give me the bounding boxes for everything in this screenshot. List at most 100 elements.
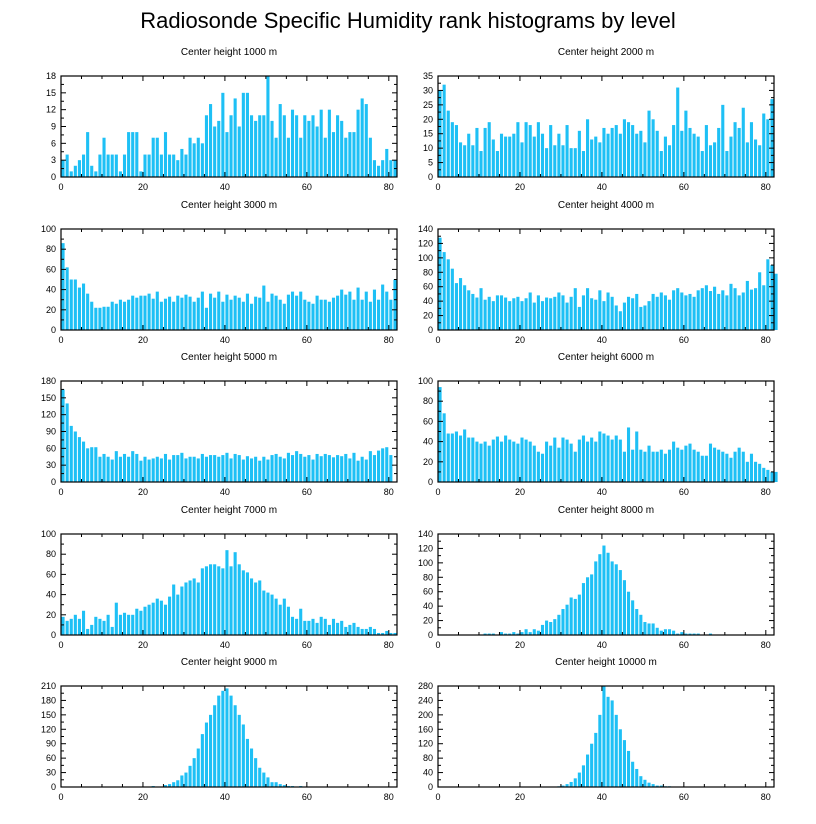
panel-7-bar (377, 632, 381, 635)
panel-1-bar (368, 137, 372, 177)
panel-2-bar (676, 87, 680, 177)
panel-6-bar (536, 451, 540, 482)
panel-8-xtick-label: 60 (679, 640, 689, 650)
panel-2-bar (545, 148, 549, 177)
panel-1-bar (209, 104, 213, 177)
panel-5-bar (295, 451, 299, 482)
panel-6-bar (549, 445, 553, 482)
panel-1-xtick-label: 80 (384, 182, 394, 192)
panel-5-bar (245, 456, 249, 482)
panel-6-bar (471, 437, 475, 482)
panel-2-bar (758, 145, 762, 177)
panel-5-bar (118, 456, 122, 482)
panel-2-bar (532, 136, 536, 177)
panel-1-bar (192, 143, 196, 177)
panel-3-bar (159, 301, 163, 330)
panel-8-bar (618, 570, 622, 635)
panel-2-bar (733, 122, 737, 177)
panel-3-bar (315, 295, 319, 330)
panel-6-bar (458, 435, 463, 482)
panel-2-xtick-label: 80 (761, 182, 771, 192)
panel-9-bar (168, 784, 172, 787)
panel-10-ytick-label: 0 (428, 782, 433, 792)
panel-7-bar (122, 612, 127, 635)
panel-4-bar (713, 286, 717, 330)
panel-1-bar (336, 115, 340, 177)
panel-9-bar (196, 748, 200, 787)
panel-5-bar (69, 425, 73, 482)
panel-5-bar (352, 452, 356, 482)
panel-3-ytick-label: 60 (46, 264, 56, 274)
panel-4-bar (540, 301, 545, 330)
panel-5-bar (65, 403, 69, 482)
panel-3-bar (221, 301, 225, 330)
panel-3-bar (229, 299, 233, 330)
panel-3-bar (307, 301, 311, 330)
panel-8-xtick-label: 0 (435, 640, 440, 650)
panel-8-bar (528, 632, 532, 635)
panel-5-bar (299, 453, 303, 482)
panel-5-bar (270, 455, 274, 482)
panel-8-bar (581, 583, 586, 635)
panel-6-bar (647, 445, 651, 482)
panel-5-bar (307, 455, 311, 482)
panel-1-bar (295, 115, 299, 177)
panel-6-bar (450, 433, 454, 482)
panel-8-bar (561, 609, 565, 635)
panel-4-ytick-label: 20 (423, 311, 433, 321)
panel-6-ytick-label: 60 (423, 416, 433, 426)
panel-1-bar (184, 154, 188, 177)
panel-5-bar (86, 448, 90, 482)
panel-4-bar (495, 295, 499, 330)
panel-1-bar (168, 154, 172, 177)
panel-6-bar (659, 449, 663, 482)
panel-7-bar (196, 582, 200, 635)
panel-5-bar (368, 451, 372, 482)
panel-8-bar (655, 627, 659, 635)
panel-2-bar (647, 110, 651, 177)
panel-5-bar (286, 452, 290, 482)
panel-8-bar (499, 632, 504, 635)
panel-3-xtick-label: 0 (58, 335, 63, 345)
panel-2-ytick-label: 5 (428, 158, 433, 168)
panel-2-bar (680, 130, 684, 177)
panel-1-bar (360, 98, 364, 177)
panel-6-bar (495, 436, 499, 482)
panel-5-bar (311, 459, 315, 482)
panel-6-bar (688, 443, 692, 482)
panel-1-bar (340, 120, 344, 177)
panel-8-ytick-label: 100 (418, 558, 433, 568)
panel-4-bar (532, 302, 536, 330)
panel-2-bar (471, 145, 475, 177)
panel-3-bar (98, 307, 102, 330)
panel-2-bar (741, 107, 745, 177)
panel-2-bar (590, 139, 594, 177)
panel-6-bar (626, 427, 631, 482)
panel-5-xtick-label: 60 (302, 487, 312, 497)
panel-8-bar (532, 629, 536, 635)
panel-3-bar (73, 279, 77, 330)
panel-9-bar (258, 767, 262, 787)
panel-7-bar (258, 580, 262, 635)
panel-10-bar (565, 784, 569, 787)
panel-6-bar (717, 449, 721, 482)
panel-10-ytick-label: 80 (423, 753, 433, 763)
panel-9-xtick-label: 20 (138, 792, 148, 802)
panel-2-ytick-label: 35 (423, 71, 433, 81)
panel-8-bar (504, 633, 508, 635)
panel-7-bar (319, 616, 323, 635)
panel-3-bar (94, 307, 98, 330)
panel-7-bar (331, 618, 336, 635)
panel-7-xtick-label: 0 (58, 640, 63, 650)
panel-7-bar (172, 584, 176, 635)
panel-7-bar (389, 632, 393, 635)
panel-8-bar (631, 600, 635, 635)
panel-5-bar (217, 456, 221, 482)
panel-6-bar (565, 439, 569, 482)
panel-3-bar (278, 299, 282, 330)
panel-5-bar (163, 453, 168, 482)
panel-1-bar (69, 171, 73, 177)
panel-2-xtick-label: 60 (679, 182, 689, 192)
panel-4-bar (594, 299, 598, 330)
panel-6-bar (635, 431, 639, 482)
